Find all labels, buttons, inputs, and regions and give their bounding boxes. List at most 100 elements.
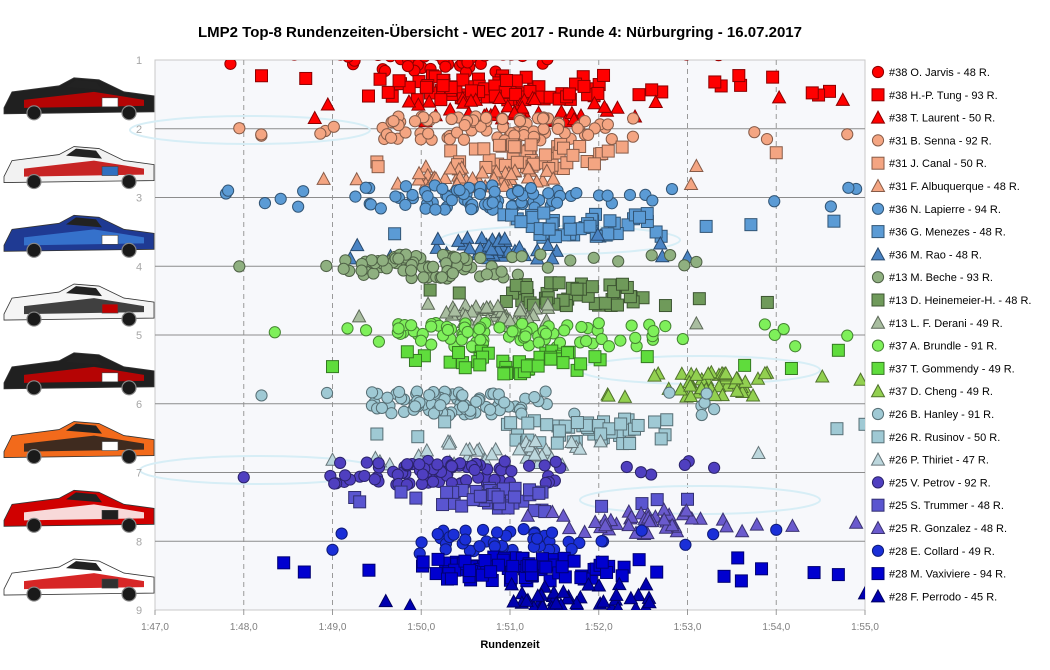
legend-item[interactable]: #38 O. Jarvis - 48 R. [871, 65, 990, 79]
car-thumbnail [3, 214, 155, 258]
lap-point [365, 386, 379, 399]
legend-item[interactable]: #28 E. Collard - 49 R. [871, 544, 995, 558]
lap-point [456, 400, 470, 413]
legend-item[interactable]: #26 B. Hanley - 91 R. [871, 407, 994, 421]
y-tick-label: 2 [136, 124, 142, 136]
lap-point [431, 458, 444, 471]
lap-point [598, 296, 612, 310]
car-thumbnail [3, 558, 155, 602]
lap-point [484, 446, 500, 461]
lap-point [601, 118, 614, 131]
lap-point [580, 334, 593, 348]
series-group [600, 364, 865, 403]
car-wheel [121, 586, 137, 602]
lap-point [431, 552, 445, 566]
legend-item[interactable]: #13 D. Heinemeier-H. - 48 R. [871, 293, 1031, 307]
legend-item[interactable]: #37 T. Gommendy - 49 R. [871, 361, 1015, 375]
lap-point [467, 60, 474, 61]
legend-item[interactable]: #31 F. Albuquerque - 48 R. [870, 178, 1020, 194]
lap-point [422, 60, 428, 61]
legend-item[interactable]: #36 N. Lapierre - 94 R. [871, 202, 1001, 216]
lap-point [766, 70, 780, 84]
lap-point [445, 460, 458, 473]
lap-point [320, 259, 333, 273]
legend-item[interactable]: #13 M. Beche - 93 R. [871, 271, 993, 285]
legend-item[interactable]: #25 V. Petrov - 92 R. [871, 476, 991, 490]
legend-item[interactable]: #38 T. Laurent - 50 R. [870, 110, 996, 125]
legend-marker [871, 293, 885, 307]
lap-point [700, 387, 713, 400]
legend-item[interactable]: #37 A. Brundle - 91 R. [871, 339, 997, 353]
legend-marker [870, 110, 886, 124]
legend-marker [871, 271, 885, 284]
legend-item[interactable]: #38 H.-P. Tung - 93 R. [871, 88, 998, 102]
lap-point [411, 430, 425, 444]
lap-point [566, 148, 580, 162]
lap-point [343, 60, 354, 63]
x-tick-label: 1:47,0 [141, 622, 169, 633]
legend-item[interactable]: #13 L. F. Derani - 49 R. [870, 315, 1003, 330]
lap-point [439, 543, 452, 556]
lap-point [689, 367, 704, 381]
lap-point [556, 356, 570, 370]
car-wheel [26, 517, 42, 533]
lap-point [678, 259, 691, 272]
legend-item[interactable]: #28 M. Vaxiviere - 94 R. [871, 567, 1006, 581]
lap-point [777, 322, 790, 336]
lap-point [388, 227, 402, 241]
lap-point [421, 94, 437, 108]
lap-point [360, 456, 373, 469]
lap-point [445, 112, 458, 126]
lap-point [452, 286, 466, 300]
lap-point [349, 237, 365, 252]
x-tick-label: 1:48,0 [230, 622, 258, 633]
lap-point [814, 368, 830, 383]
lap-point [522, 459, 536, 472]
lap-point [738, 358, 752, 372]
lap-point [463, 93, 479, 107]
lap-point [714, 60, 723, 62]
legend-item[interactable]: #36 G. Menezes - 48 R. [871, 225, 1006, 239]
lap-point [603, 214, 617, 228]
lap-point [444, 572, 458, 586]
lap-point [506, 559, 520, 573]
lap-point [341, 322, 354, 335]
lap-point [392, 74, 406, 88]
car-cockpit [66, 423, 102, 434]
lap-point [608, 587, 624, 601]
legend-item[interactable]: #25 S. Trummer - 48 R. [871, 498, 1004, 512]
lap-point [760, 295, 774, 309]
lap-point [708, 403, 721, 416]
lap-point [659, 319, 672, 333]
legend-item[interactable]: #37 D. Cheng - 49 R. [870, 383, 993, 399]
legend-item[interactable]: #26 P. Thiriet - 47 R. [870, 452, 989, 467]
car-thumbnail [3, 283, 155, 327]
lap-point [649, 225, 663, 239]
x-tick-label: 1:50,0 [407, 622, 435, 633]
lap-point [768, 195, 781, 208]
legend-item[interactable]: #26 R. Rusinov - 50 R. [871, 430, 1000, 444]
lap-point [255, 69, 268, 83]
lap-point [617, 389, 633, 403]
lap-point [233, 122, 246, 135]
lap-point [645, 249, 658, 262]
legend[interactable]: #38 O. Jarvis - 48 R. #38 H.-P. Tung - 93… [870, 65, 1032, 604]
legend-item[interactable]: #25 R. Gonzalez - 48 R. [870, 520, 1008, 536]
legend-item[interactable]: #31 J. Canal - 50 R. [871, 156, 987, 170]
legend-item[interactable]: #28 F. Perrodo - 45 R. [870, 588, 998, 604]
legend-item[interactable]: #36 M. Rao - 48 R. [870, 246, 982, 262]
car-wheel [121, 448, 137, 465]
x-axis: 1:47,0 1:48,0 1:49,0 1:50,0 1:51,0 1:52,0 1:53… [141, 610, 879, 633]
legend-label: #31 B. Senna - 92 R. [889, 135, 992, 147]
x-tick-label: 1:53,0 [674, 622, 702, 633]
lap-point [678, 458, 691, 472]
lap-point [258, 196, 272, 210]
lap-point [541, 60, 554, 66]
legend-item[interactable]: #31 B. Senna - 92 R. [871, 134, 992, 148]
lap-point [394, 485, 408, 499]
lap-point [824, 200, 837, 213]
lap-point [699, 219, 713, 233]
lap-point [426, 475, 440, 488]
lap-point [488, 185, 501, 198]
lap-point [307, 110, 323, 125]
